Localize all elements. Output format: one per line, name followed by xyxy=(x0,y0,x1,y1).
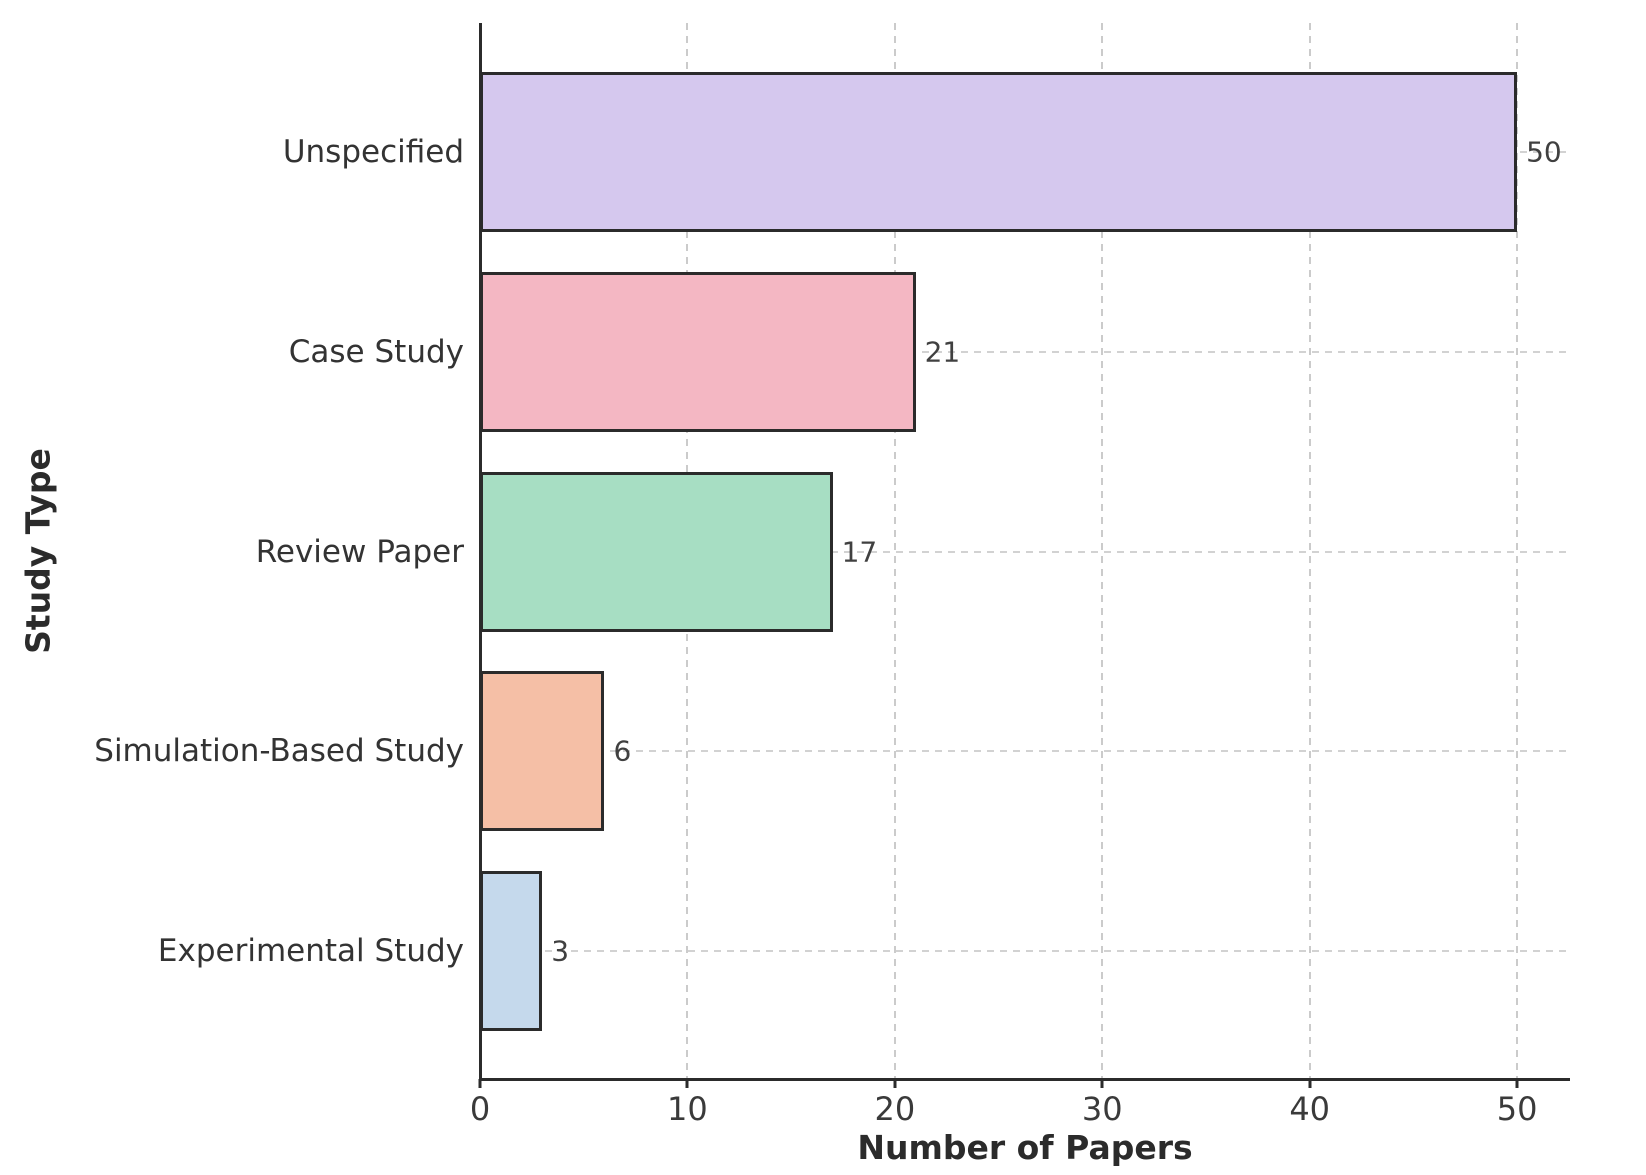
bar-experimental-study xyxy=(480,871,543,1032)
x-tick-mark xyxy=(478,1079,482,1088)
bar-simulation-based-study xyxy=(480,671,605,832)
category-label: Unspecified xyxy=(282,133,464,170)
category-label: Case Study xyxy=(288,333,464,370)
y-axis-spine xyxy=(478,23,482,1079)
x-tick-label: 0 xyxy=(469,1090,491,1128)
category-label: Simulation-Based Study xyxy=(94,733,464,770)
horizontal-gridline xyxy=(480,950,1570,953)
category-label: Experimental Study xyxy=(157,933,464,970)
bar-value-label: 21 xyxy=(924,335,961,369)
bar-review-paper xyxy=(480,471,833,632)
y-axis-title: Study Type xyxy=(18,448,58,654)
bar-case-study xyxy=(480,271,916,432)
x-tick-label: 10 xyxy=(667,1090,708,1128)
x-axis-spine xyxy=(480,1077,1570,1081)
horizontal-gridline xyxy=(480,750,1570,753)
x-tick-mark xyxy=(1308,1079,1312,1088)
horizontal-gridline xyxy=(480,350,1570,353)
bar-unspecified xyxy=(480,71,1518,232)
x-tick-mark xyxy=(1100,1079,1104,1088)
bar-value-label: 50 xyxy=(1526,135,1562,169)
x-tick-label: 20 xyxy=(874,1090,916,1128)
x-tick-mark xyxy=(685,1079,689,1088)
x-tick-mark xyxy=(1515,1079,1519,1088)
horizontal-gridline xyxy=(480,550,1570,553)
x-tick-mark xyxy=(893,1079,897,1088)
plot-area: 50 21 17 6 3 xyxy=(478,23,1570,1088)
bar-value-label: 3 xyxy=(551,934,570,968)
x-tick-label: 40 xyxy=(1289,1090,1331,1128)
x-tick-label: 30 xyxy=(1081,1090,1123,1128)
category-label: Review Paper xyxy=(255,533,464,570)
bar-value-label: 17 xyxy=(841,535,878,568)
bar-value-label: 6 xyxy=(613,734,632,768)
x-tick-label: 50 xyxy=(1496,1090,1538,1128)
x-axis-title: Number of Papers xyxy=(857,1128,1193,1167)
